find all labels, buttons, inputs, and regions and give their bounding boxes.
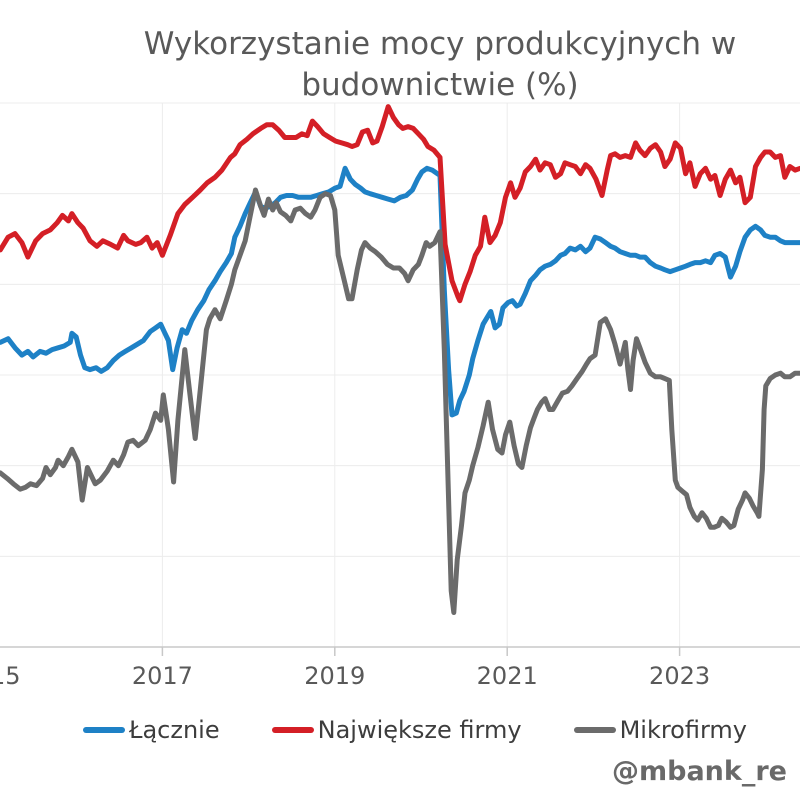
series-line-najwieksze-firmy: [0, 104, 800, 304]
legend-label-mikrofirmy: Mikrofirmy: [619, 716, 748, 744]
najwieksze-firmy-line-swatch: [271, 727, 314, 733]
mikrofirmy-line-swatch: [573, 727, 616, 733]
chart-title-line-1: Wykorzystanie mocy produkcyjnych w: [143, 26, 737, 62]
chart-title: Wykorzystanie mocy produkcyjnych w budow…: [0, 24, 800, 106]
x-axis-label: 2019: [304, 662, 365, 690]
chart-title-line-2: budownictwie (%): [301, 67, 579, 103]
x-axis-label: 2017: [132, 662, 193, 690]
legend-item-mikrofirmy: Mikrofirmy: [573, 716, 748, 744]
x-axis-label: 2021: [477, 662, 538, 690]
legend-label-najwieksze-firmy: Największe firmy: [317, 716, 522, 744]
mbank-watermark: @mbank_re: [612, 756, 787, 787]
legend-label-lacznie: Łącznie: [128, 716, 220, 744]
legend-item-lacznie: Łącznie: [82, 716, 220, 744]
x-axis-label: 2023: [649, 662, 710, 690]
series-line-lacznie: [0, 165, 800, 418]
lacznie-line-swatch: [82, 727, 125, 733]
legend-item-najwieksze-firmy: Największe firmy: [271, 716, 522, 744]
series-line-mikrofirmy: [0, 187, 800, 615]
x-axis-label: 2015: [0, 662, 21, 690]
chart-legend: Łącznie Największe firmy Mikrofirmy: [0, 716, 800, 744]
